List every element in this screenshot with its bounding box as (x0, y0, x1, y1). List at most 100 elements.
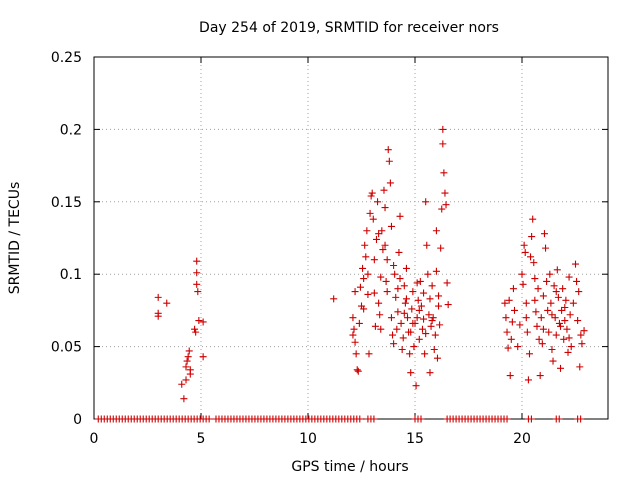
data-point (385, 157, 393, 165)
data-point (377, 273, 385, 281)
data-point (383, 288, 391, 296)
data-point (183, 357, 191, 365)
data-point (163, 299, 171, 307)
data-point (369, 215, 377, 223)
data-point (547, 299, 555, 307)
data-point (436, 321, 444, 329)
data-point (442, 201, 450, 209)
data-point (437, 244, 445, 252)
data-point (390, 262, 398, 270)
data-point (557, 322, 565, 330)
data-point (441, 189, 449, 197)
data-point (563, 325, 571, 333)
chart-title: Day 254 of 2019, SRMTID for receiver nor… (199, 20, 499, 36)
data-point (509, 285, 517, 293)
data-point (383, 256, 391, 264)
data-point (350, 325, 358, 333)
data-point (353, 366, 361, 374)
data-point (409, 288, 417, 296)
data-point (374, 198, 382, 206)
data-point (381, 204, 389, 212)
data-point (514, 343, 522, 351)
data-point (422, 330, 430, 338)
data-point (397, 319, 405, 327)
data-point (537, 314, 545, 322)
data-point (386, 179, 394, 187)
data-point (572, 260, 579, 268)
data-point-zero (503, 415, 511, 423)
x-tick-label: 5 (197, 431, 206, 447)
data-point (389, 331, 397, 339)
data-point (501, 299, 509, 307)
axis-ticks: 0 5 10 15 20 0 0.05 0.1 0.15 0.2 0.25 (51, 50, 608, 447)
data-point (378, 227, 386, 235)
data-point (518, 270, 526, 278)
data-point (531, 275, 539, 283)
data-point-zero (356, 415, 364, 423)
data-point (433, 354, 441, 362)
data-point (507, 335, 515, 343)
data-point (414, 296, 422, 304)
data-point (192, 328, 200, 336)
data-point (426, 295, 434, 303)
data-point (565, 334, 573, 342)
data-point (418, 325, 426, 333)
data-point (420, 289, 428, 297)
data-point (193, 257, 201, 265)
data-point (359, 264, 367, 272)
data-point (351, 338, 359, 346)
data-point (564, 348, 572, 356)
data-point (376, 311, 384, 319)
data-point (354, 367, 362, 375)
data-point (392, 293, 400, 301)
data-point (552, 288, 560, 296)
data-point (524, 376, 532, 384)
data-point (356, 283, 364, 291)
data-point (548, 345, 556, 353)
data-point (534, 285, 542, 293)
data-point (398, 345, 406, 353)
data-point (349, 314, 357, 322)
data-point (565, 273, 573, 281)
data-point (554, 293, 562, 301)
data-point (360, 305, 368, 313)
data-point (580, 327, 588, 335)
plot-border (93, 56, 609, 420)
data-point (401, 299, 409, 307)
data-point (379, 246, 387, 254)
data-point (381, 241, 389, 249)
data-point-zero (417, 415, 425, 423)
data-point (390, 340, 398, 348)
data-point (511, 306, 519, 314)
data-point (406, 350, 414, 358)
data-point (360, 275, 368, 283)
data-point (536, 372, 544, 380)
data-point (415, 306, 423, 314)
data-point (573, 277, 581, 285)
y-axis-label: SRMTID / TECUs (7, 182, 23, 295)
data-point (539, 325, 547, 333)
data-point (402, 295, 410, 303)
data-point (549, 357, 557, 365)
y-tick-label: 0.2 (60, 122, 82, 138)
data-point (544, 306, 552, 314)
data-point (528, 233, 536, 241)
data-point (182, 376, 190, 384)
data-point (532, 308, 540, 316)
data-point (384, 146, 392, 154)
data-point (435, 302, 443, 310)
data-point (426, 369, 434, 377)
data-point (351, 288, 359, 296)
data-point (415, 335, 423, 343)
data-point (539, 292, 547, 300)
data-point (370, 256, 378, 264)
data-point (578, 340, 586, 348)
data-point (438, 205, 446, 213)
x-tick-label: 15 (406, 431, 424, 447)
data-point (408, 305, 416, 313)
data-point (185, 347, 193, 355)
data-point (387, 222, 395, 230)
data-point (191, 325, 199, 333)
data-point (567, 343, 575, 351)
data-point (516, 321, 524, 329)
